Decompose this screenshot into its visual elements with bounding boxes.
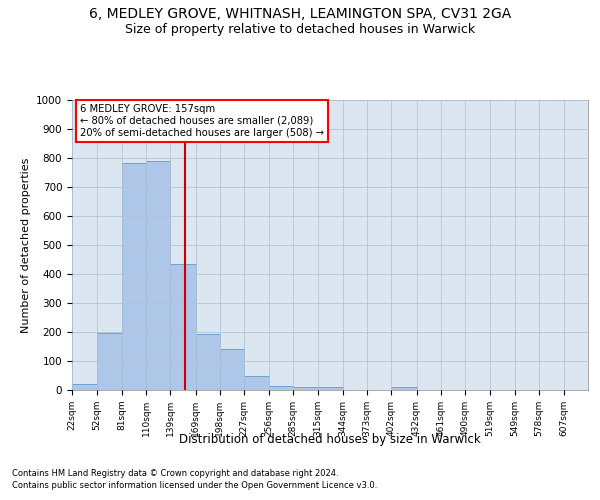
Text: 6, MEDLEY GROVE, WHITNASH, LEAMINGTON SPA, CV31 2GA: 6, MEDLEY GROVE, WHITNASH, LEAMINGTON SP… — [89, 8, 511, 22]
Text: Contains HM Land Registry data © Crown copyright and database right 2024.: Contains HM Land Registry data © Crown c… — [12, 468, 338, 477]
Bar — [244, 376, 269, 390]
Text: Size of property relative to detached houses in Warwick: Size of property relative to detached ho… — [125, 22, 475, 36]
Bar — [72, 384, 97, 390]
Bar — [293, 386, 318, 390]
Bar — [146, 161, 170, 390]
Bar — [391, 387, 416, 390]
Text: Distribution of detached houses by size in Warwick: Distribution of detached houses by size … — [179, 432, 481, 446]
Text: Contains public sector information licensed under the Open Government Licence v3: Contains public sector information licen… — [12, 481, 377, 490]
Bar — [122, 163, 146, 390]
Text: 6 MEDLEY GROVE: 157sqm
← 80% of detached houses are smaller (2,089)
20% of semi-: 6 MEDLEY GROVE: 157sqm ← 80% of detached… — [80, 104, 324, 138]
Y-axis label: Number of detached properties: Number of detached properties — [20, 158, 31, 332]
Bar — [196, 334, 220, 390]
Bar — [269, 386, 293, 390]
Bar — [220, 350, 244, 390]
Bar — [318, 386, 343, 390]
Bar — [97, 334, 122, 390]
Bar — [170, 264, 196, 390]
